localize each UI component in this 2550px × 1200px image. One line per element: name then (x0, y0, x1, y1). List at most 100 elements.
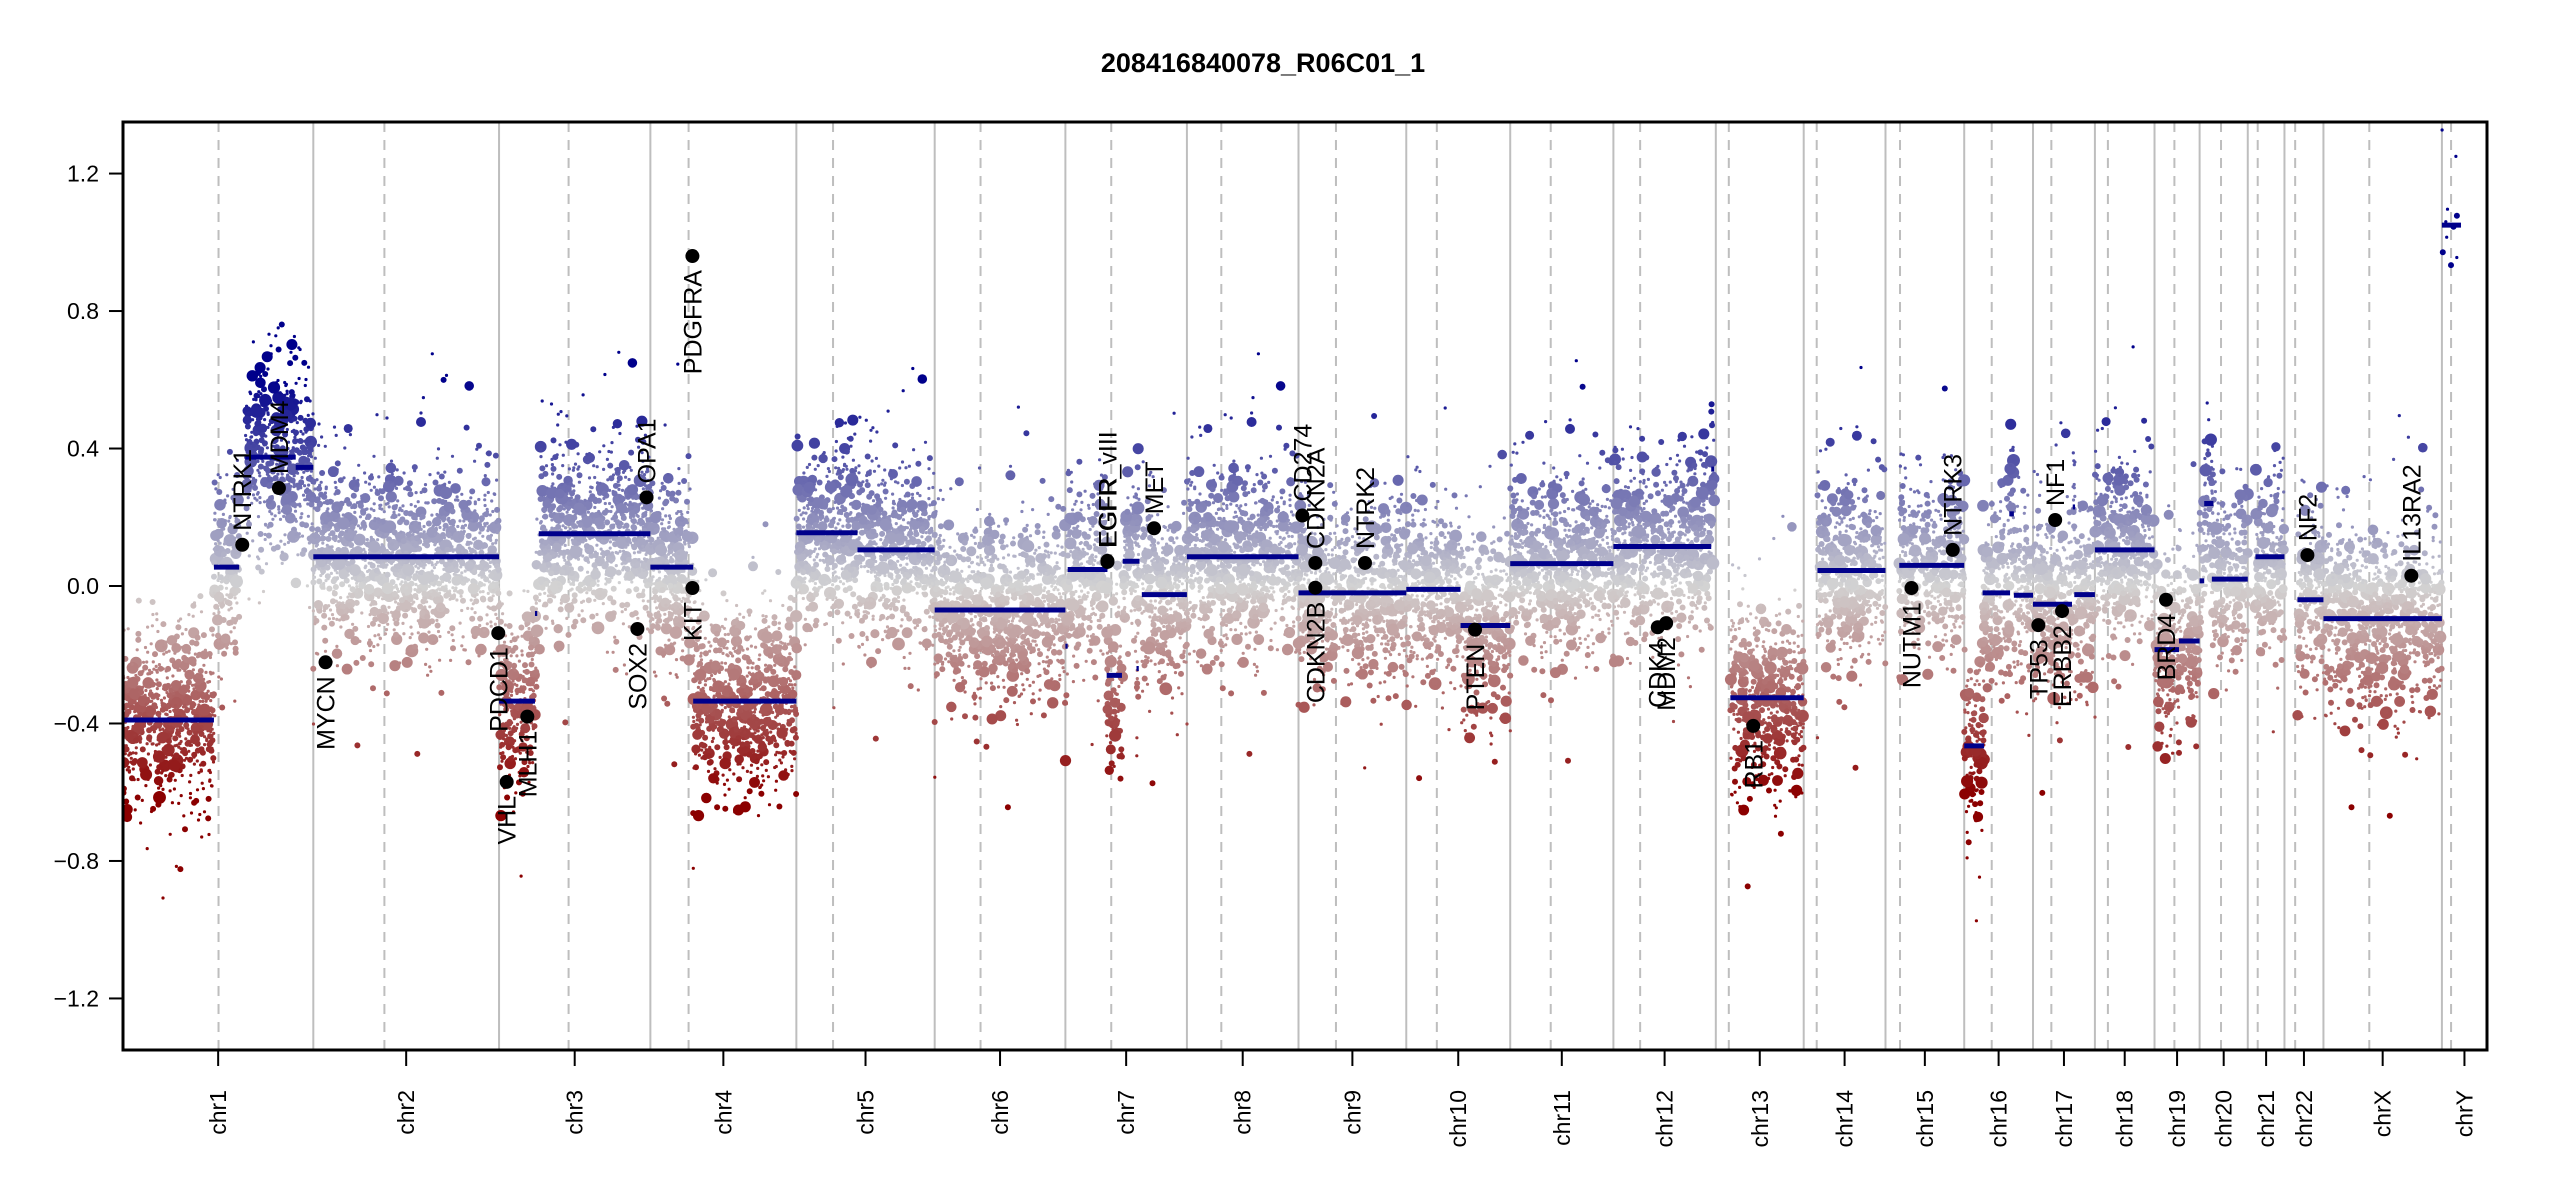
bin-point (378, 495, 384, 502)
bin-point (488, 572, 495, 579)
bin-point (718, 755, 722, 760)
bin-point (162, 696, 166, 700)
bin-point (182, 814, 186, 818)
bin-point (623, 575, 627, 579)
bin-point (414, 582, 418, 587)
bin-point (498, 736, 502, 740)
bin-point (322, 609, 326, 613)
bin-point (781, 603, 785, 608)
bin-point (563, 558, 567, 562)
bin-point (542, 539, 549, 546)
bin-point (191, 614, 195, 618)
bin-point (790, 764, 794, 769)
bin-point (305, 437, 312, 444)
bin-point (207, 832, 211, 837)
bin-point (402, 612, 409, 619)
bin-point (471, 515, 475, 519)
bin-point (144, 784, 148, 788)
bin-point (590, 589, 597, 596)
bin-point (586, 461, 590, 465)
bin-point (303, 383, 307, 388)
bin-point (161, 896, 165, 900)
bin-point (224, 586, 229, 590)
bin-point (277, 510, 281, 515)
bin-point (218, 541, 222, 545)
bin-point (537, 550, 541, 554)
bin-point (727, 715, 731, 719)
bin-point (394, 476, 404, 486)
bin-point (327, 527, 331, 532)
bin-point (413, 588, 417, 592)
bin-point (368, 644, 372, 648)
bin-point (170, 680, 182, 691)
bin-point (322, 581, 326, 586)
bin-point (612, 523, 616, 527)
bin-point (534, 678, 538, 682)
bin-point (733, 810, 737, 814)
bin-point (428, 605, 432, 609)
bin-point (841, 455, 845, 459)
bin-point (831, 517, 836, 521)
bin-point (286, 338, 298, 351)
bin-point (571, 597, 578, 604)
bin-point (436, 471, 440, 475)
bin-point (250, 430, 254, 434)
bin-point (761, 713, 765, 717)
bin-point (464, 560, 475, 571)
bin-point (144, 702, 148, 707)
bin-point (440, 535, 444, 540)
bin-point (720, 661, 724, 665)
bin-point (562, 554, 566, 558)
bin-point (146, 735, 153, 742)
bin-point (372, 508, 376, 513)
bin-point (321, 624, 328, 631)
bin-point (430, 513, 434, 517)
bin-point (258, 546, 265, 553)
bin-point (450, 454, 455, 458)
bin-point (497, 764, 503, 771)
bin-point (460, 597, 466, 604)
bin-point (533, 668, 540, 675)
bin-point (671, 761, 678, 768)
bin-point (156, 629, 160, 634)
bin-point (267, 332, 271, 336)
bin-point (719, 720, 726, 727)
bin-point (563, 566, 567, 571)
bin-point (482, 574, 487, 578)
bin-point (538, 599, 542, 603)
bin-point (476, 564, 483, 571)
bin-point (555, 562, 560, 566)
bin-point (610, 599, 617, 606)
bin-point (528, 687, 532, 692)
bin-point (326, 513, 330, 518)
bin-point (430, 608, 437, 615)
bin-point (316, 485, 323, 492)
bin-point (148, 699, 152, 704)
bin-point (137, 670, 144, 677)
bin-point (675, 675, 679, 679)
bin-point (763, 759, 770, 766)
bin-point (402, 560, 406, 564)
bin-point (562, 719, 569, 726)
bin-point (227, 519, 231, 523)
bin-point (172, 735, 179, 742)
bin-point (702, 751, 706, 755)
bin-point (149, 642, 153, 646)
bin-point (279, 552, 289, 562)
bin-point (366, 624, 371, 629)
bin-point (398, 520, 402, 524)
bin-point (188, 780, 192, 784)
bin-point (450, 547, 454, 551)
bin-point (589, 581, 596, 588)
bin-point (530, 692, 537, 699)
bin-point (641, 506, 645, 510)
bin-point (200, 760, 207, 767)
bin-point (180, 632, 184, 636)
bin-point (377, 475, 381, 479)
bin-point (762, 521, 769, 528)
bin-point (601, 490, 608, 497)
bin-point (384, 628, 389, 632)
bin-point (561, 464, 565, 468)
bin-point (330, 613, 335, 617)
bin-point (582, 588, 586, 592)
